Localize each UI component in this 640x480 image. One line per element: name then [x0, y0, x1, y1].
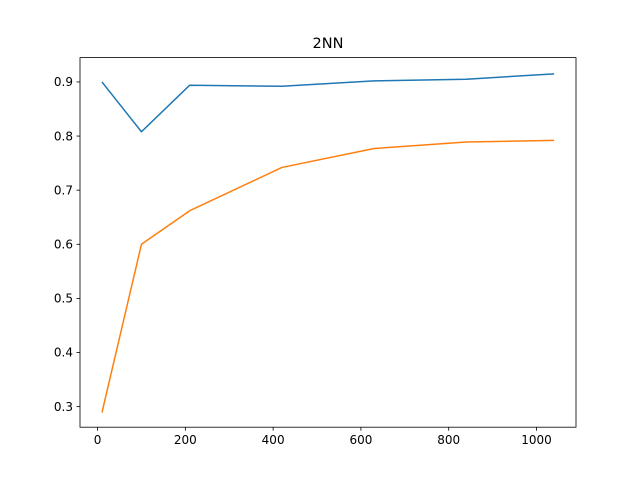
x-tick-label: 800 [437, 433, 460, 447]
series-line-2 [101, 139, 555, 413]
y-tick-label: 0.5 [54, 292, 73, 306]
y-tick-label: 0.4 [54, 346, 73, 360]
x-tick-label: 600 [349, 433, 372, 447]
chart-title: 2NN [313, 36, 344, 52]
y-tick-label: 0.6 [54, 237, 73, 251]
x-tick-label: 400 [262, 433, 285, 447]
y-tick-label: 0.8 [54, 129, 73, 143]
y-axis: 0.3 0.4 0.5 0.6 0.7 0.8 0.9 [54, 75, 80, 414]
x-tick-label: 200 [174, 433, 197, 447]
plot-frame [79, 57, 577, 428]
series-line-1 [101, 73, 555, 133]
x-tick-label: 1000 [521, 433, 552, 447]
series-layer [101, 73, 555, 413]
y-tick-label: 0.3 [54, 400, 73, 414]
x-tick-label: 0 [94, 433, 102, 447]
y-tick-label: 0.7 [54, 183, 73, 197]
y-tick-label: 0.9 [54, 75, 73, 89]
x-axis: 0 200 400 600 800 1000 [94, 427, 552, 447]
